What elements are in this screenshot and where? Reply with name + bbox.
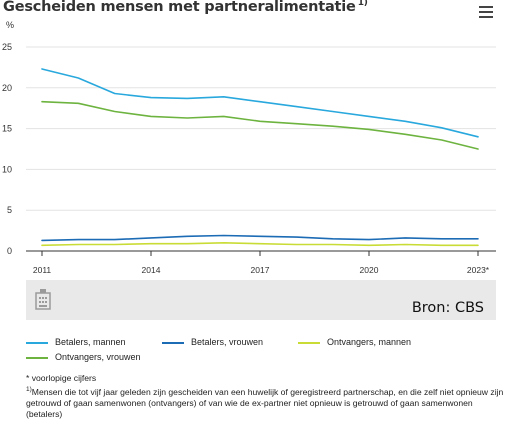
legend-item-ontvangers-vrouwen[interactable]: Ontvangers, vrouwen (26, 352, 141, 362)
y-tick-label: 0 (7, 246, 12, 256)
legend-item-betalers-vrouwen[interactable]: Betalers, vrouwen (162, 337, 263, 347)
chart-title: Gescheiden mensen met partneralimentatie… (3, 0, 368, 15)
y-tick-label: 5 (7, 205, 12, 215)
hamburger-menu-icon[interactable] (479, 6, 493, 18)
legend-item-betalers-mannen[interactable]: Betalers, mannen (26, 337, 126, 347)
cbs-logo-icon (35, 289, 51, 310)
x-tick-label: 2017 (251, 265, 270, 275)
y-axis-unit-label: % (6, 20, 15, 30)
legend-swatch (26, 341, 48, 344)
series-line-ontvangers-vrouwen (41, 100, 479, 150)
legend-swatch (298, 341, 320, 344)
legend-label: Ontvangers, vrouwen (55, 352, 141, 362)
title-footnote-marker: 1) (357, 0, 368, 8)
footnote-marker: 1) (26, 386, 32, 393)
line-chart: 0 5 10 15 20 25 2011 2014 2017 2020 2023* (2, 42, 496, 275)
series-line-betalers-vrouwen (41, 234, 479, 242)
footnote-definition: 1)Mensen die tot vijf jaar geleden zijn … (26, 384, 506, 420)
legend-label: Betalers, vrouwen (191, 337, 264, 347)
chart-title-text: Gescheiden mensen met partneralimentatie (3, 0, 356, 15)
legend-swatch (26, 356, 48, 359)
series-line-betalers-mannen (41, 68, 479, 138)
y-tick-label: 25 (2, 42, 12, 52)
source-panel: Bron: CBS (26, 280, 496, 320)
legend-label: Ontvangers, mannen (327, 337, 412, 347)
y-tick-label: 20 (2, 83, 12, 93)
y-tick-label: 15 (2, 124, 12, 134)
chart-legend: Betalers, mannen Betalers, vrouwen Ontva… (26, 337, 506, 367)
footnotes: * voorlopige cijfers 1)Mensen die tot vi… (26, 373, 506, 420)
y-tick-label: 10 (2, 164, 12, 174)
x-tick-label: 2023* (467, 265, 490, 275)
legend-swatch (162, 341, 184, 344)
footnote-provisional: * voorlopige cijfers (26, 373, 97, 383)
x-tick-label: 2011 (33, 265, 52, 275)
footnote-text: Mensen die tot vijf jaar geleden zijn ge… (26, 386, 504, 419)
series-line-ontvangers-mannen (41, 242, 479, 247)
legend-label: Betalers, mannen (55, 337, 126, 347)
x-tick-label: 2014 (142, 265, 161, 275)
source-text: Bron: CBS (411, 300, 484, 316)
x-tick-label: 2020 (360, 265, 379, 275)
legend-item-ontvangers-mannen[interactable]: Ontvangers, mannen (298, 337, 411, 347)
